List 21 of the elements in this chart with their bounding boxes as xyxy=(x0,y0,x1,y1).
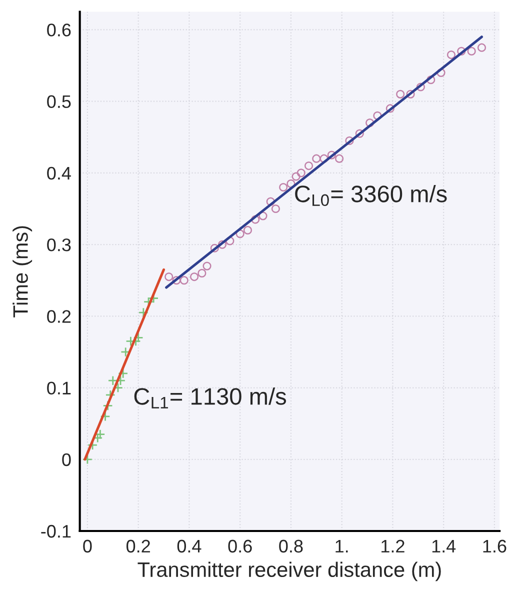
annotation: C$_{L0}$= 3360 m/s xyxy=(295,184,447,206)
y-tick-label: 0.6 xyxy=(47,24,71,36)
y-tick-label: -0.1 xyxy=(41,524,71,538)
x-tick-label: 0 xyxy=(83,540,92,553)
annotation: C$_{L1}$= 1130 m/s xyxy=(134,387,286,408)
y-tick-label: 0.2 xyxy=(47,310,71,323)
y-tick-label: 0 xyxy=(62,453,71,466)
y-tick-label: 0.4 xyxy=(47,166,71,180)
y-tick-label: 0.5 xyxy=(47,95,71,108)
y-tick-label: 0.3 xyxy=(47,238,71,252)
x-tick-label: 0.8 xyxy=(279,540,303,553)
x-axis-title: Transmitter receiver distance (m) xyxy=(138,562,441,582)
x-tick-label: 1.4 xyxy=(432,540,456,552)
x-tick-label: 0.2 xyxy=(126,540,150,553)
x-tick-label: 1. xyxy=(336,540,348,552)
x-tick-label: 1.2 xyxy=(382,540,404,552)
x-tick-label: 0.4 xyxy=(177,540,202,553)
x-tick-label: 0.6 xyxy=(228,540,252,553)
x-tick-label: 1.6 xyxy=(483,540,506,553)
y-tick-label: 0.1 xyxy=(47,382,71,394)
y-axis-title: Time (ms) xyxy=(12,226,32,318)
